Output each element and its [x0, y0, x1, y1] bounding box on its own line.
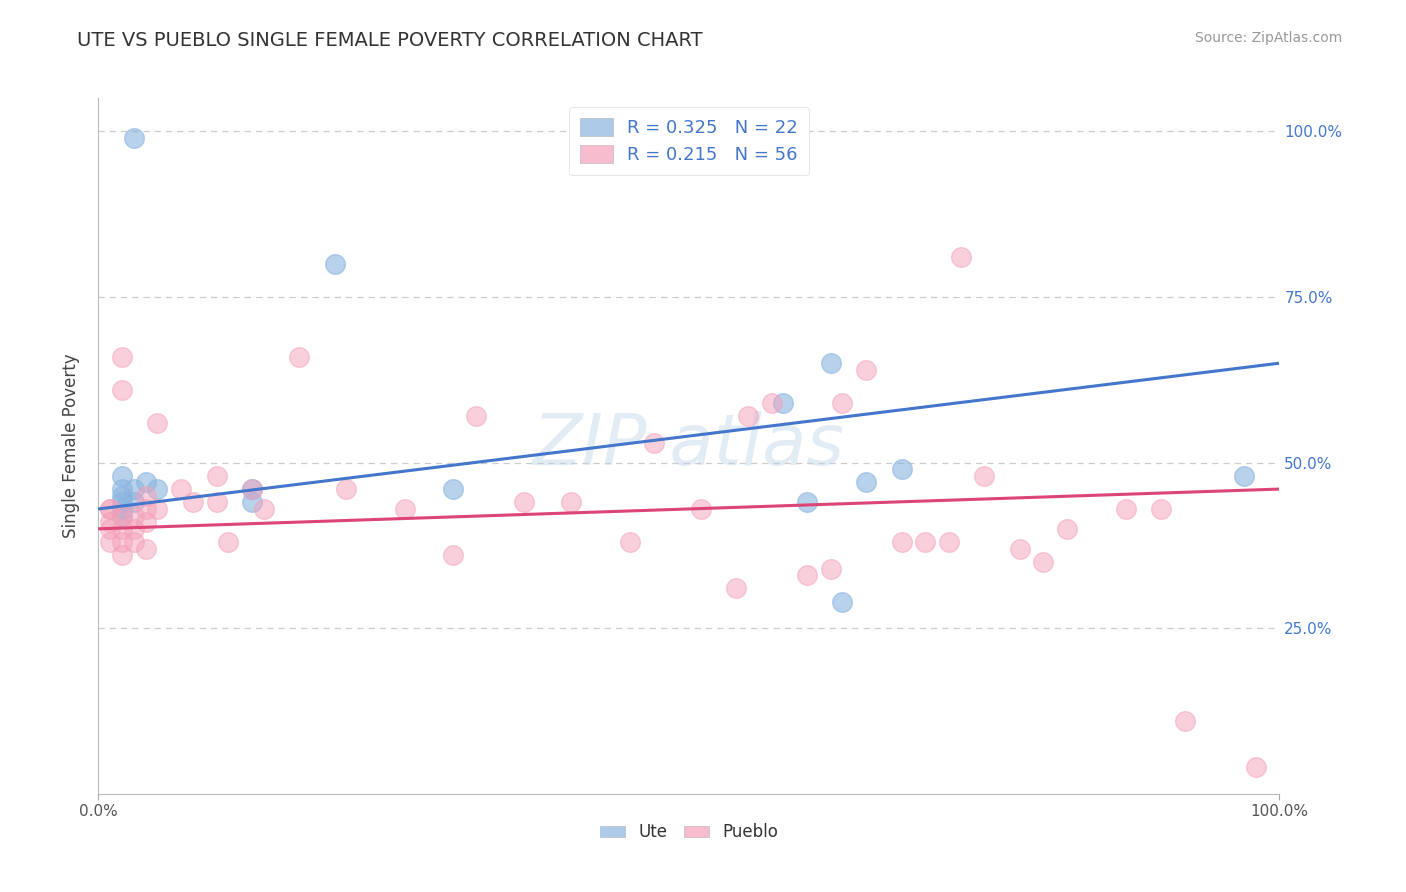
Point	[240, 482, 263, 496]
Point	[170, 482, 193, 496]
Point	[111, 489, 134, 503]
Point	[181, 495, 204, 509]
Point	[1233, 468, 1256, 483]
Point	[135, 515, 157, 529]
Point	[111, 495, 134, 509]
Point	[323, 257, 346, 271]
Legend: Ute, Pueblo: Ute, Pueblo	[593, 817, 785, 848]
Point	[253, 502, 276, 516]
Point	[831, 396, 853, 410]
Y-axis label: Single Female Poverty: Single Female Poverty	[62, 354, 80, 538]
Point	[135, 475, 157, 490]
Point	[111, 482, 134, 496]
Point	[205, 468, 228, 483]
Point	[111, 508, 134, 523]
Point	[1115, 502, 1137, 516]
Point	[111, 350, 134, 364]
Point	[441, 482, 464, 496]
Point	[111, 502, 134, 516]
Point	[949, 250, 972, 264]
Point	[512, 495, 534, 509]
Point	[441, 549, 464, 563]
Point	[855, 475, 877, 490]
Point	[288, 350, 311, 364]
Point	[619, 535, 641, 549]
Point	[122, 495, 145, 509]
Point	[1056, 522, 1078, 536]
Point	[205, 495, 228, 509]
Point	[725, 582, 748, 596]
Point	[111, 535, 134, 549]
Point	[831, 595, 853, 609]
Point	[890, 535, 912, 549]
Point	[122, 535, 145, 549]
Point	[1032, 555, 1054, 569]
Point	[111, 508, 134, 523]
Point	[240, 495, 263, 509]
Point	[737, 409, 759, 424]
Point	[465, 409, 488, 424]
Point	[146, 416, 169, 430]
Point	[98, 515, 121, 529]
Point	[973, 468, 995, 483]
Point	[890, 462, 912, 476]
Point	[240, 482, 263, 496]
Point	[772, 396, 794, 410]
Point	[643, 435, 665, 450]
Point	[146, 502, 169, 516]
Text: ZIP atlas: ZIP atlas	[533, 411, 845, 481]
Point	[394, 502, 416, 516]
Point	[217, 535, 239, 549]
Point	[689, 502, 711, 516]
Point	[98, 522, 121, 536]
Point	[560, 495, 582, 509]
Point	[122, 131, 145, 145]
Point	[1150, 502, 1173, 516]
Point	[135, 502, 157, 516]
Point	[122, 508, 145, 523]
Point	[135, 489, 157, 503]
Point	[111, 383, 134, 397]
Point	[111, 468, 134, 483]
Point	[914, 535, 936, 549]
Point	[796, 568, 818, 582]
Point	[855, 363, 877, 377]
Point	[1008, 541, 1031, 556]
Point	[122, 482, 145, 496]
Point	[111, 522, 134, 536]
Point	[135, 541, 157, 556]
Point	[820, 561, 842, 575]
Point	[335, 482, 357, 496]
Point	[111, 549, 134, 563]
Point	[1244, 760, 1267, 774]
Point	[820, 356, 842, 370]
Point	[796, 495, 818, 509]
Point	[146, 482, 169, 496]
Text: Source: ZipAtlas.com: Source: ZipAtlas.com	[1195, 31, 1343, 45]
Point	[122, 522, 145, 536]
Text: UTE VS PUEBLO SINGLE FEMALE POVERTY CORRELATION CHART: UTE VS PUEBLO SINGLE FEMALE POVERTY CORR…	[77, 31, 703, 50]
Point	[1174, 714, 1197, 728]
Point	[761, 396, 783, 410]
Point	[98, 502, 121, 516]
Point	[98, 535, 121, 549]
Point	[938, 535, 960, 549]
Point	[98, 502, 121, 516]
